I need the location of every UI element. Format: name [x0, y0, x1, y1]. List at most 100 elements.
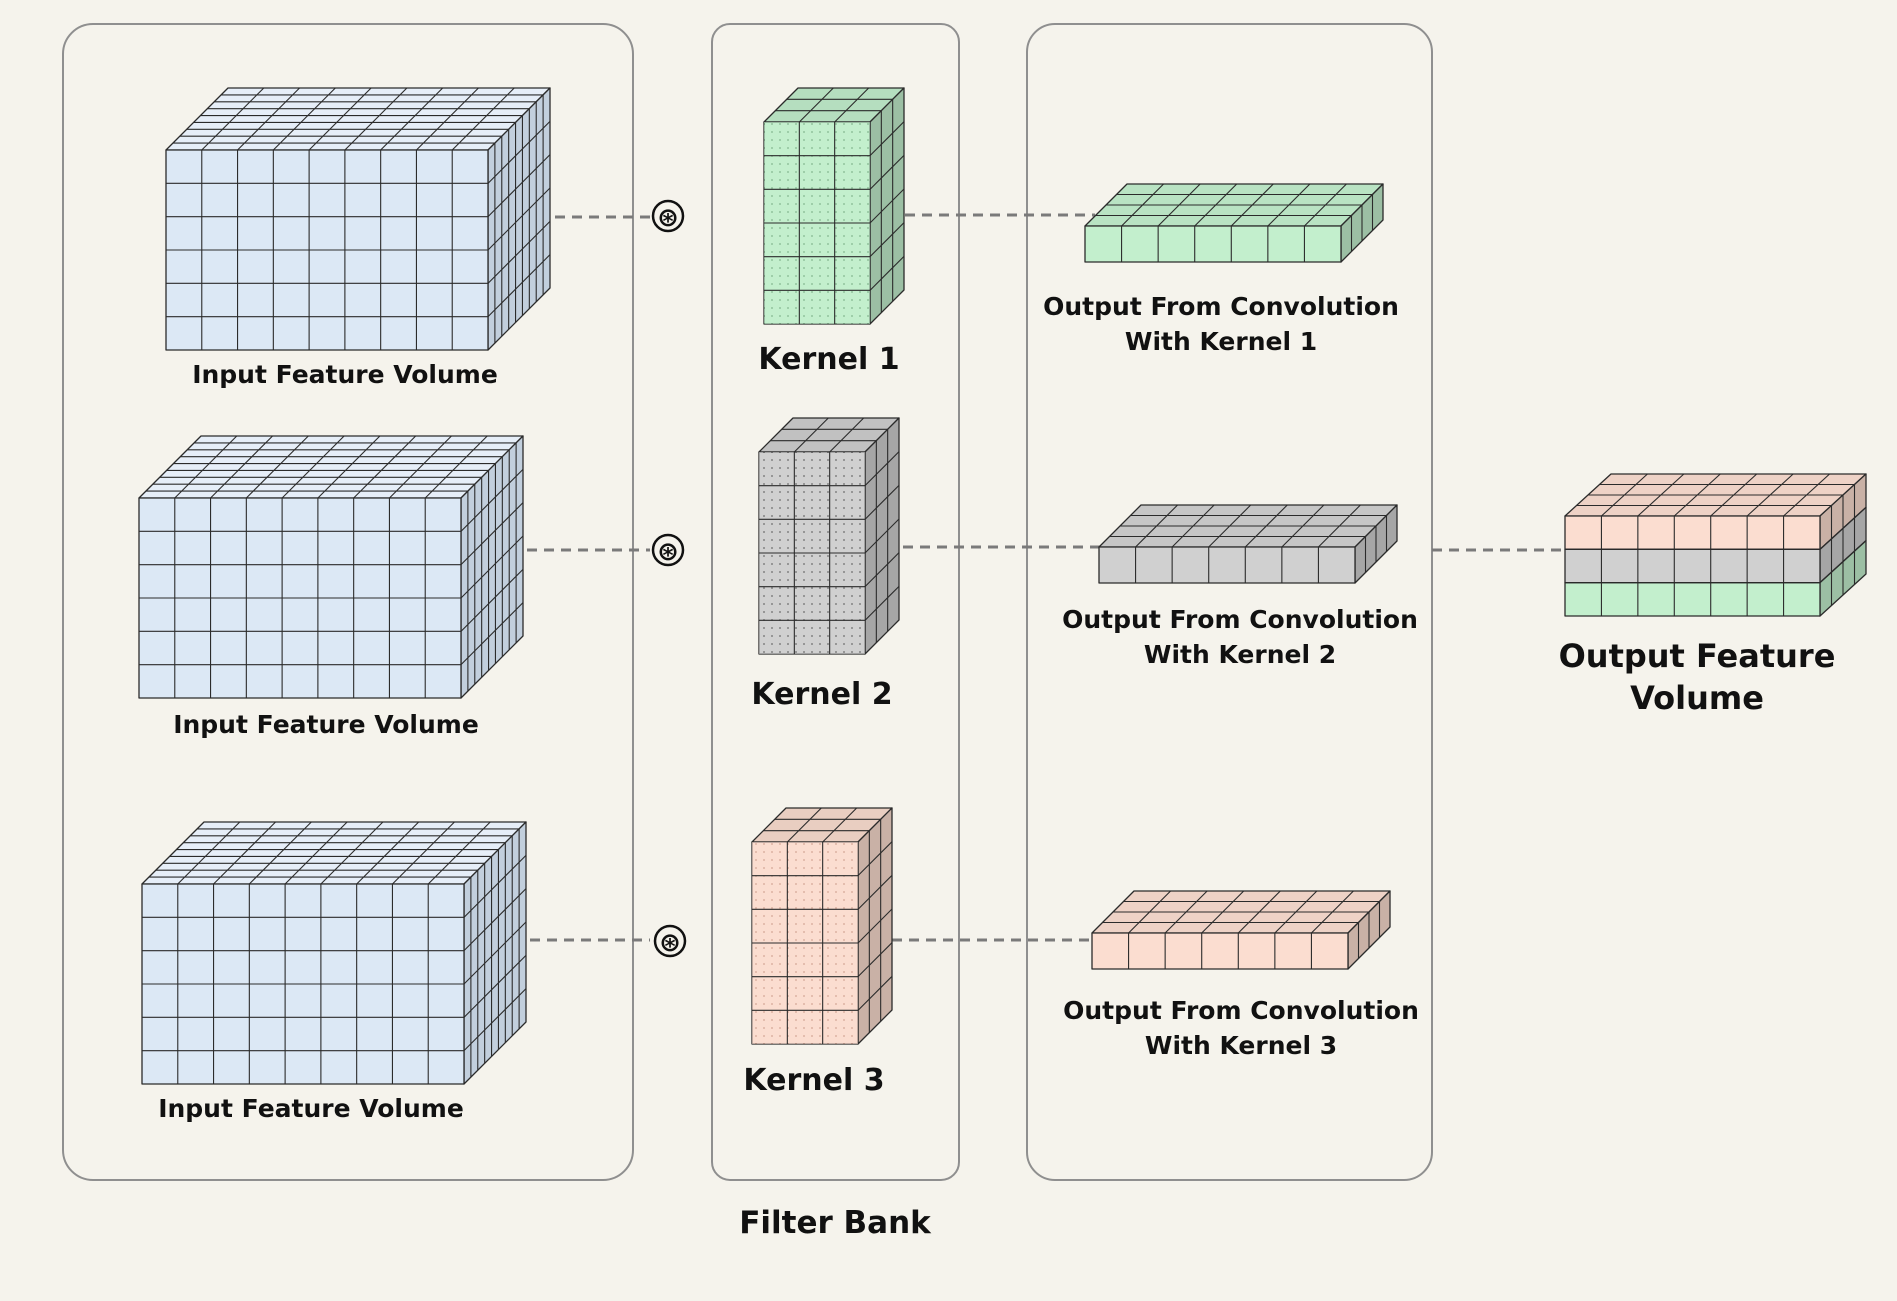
output-slab-1	[1084, 183, 1384, 263]
grid-line	[237, 87, 300, 151]
grid-line	[869, 222, 905, 258]
kernel-2-volume	[758, 417, 900, 655]
kernel-label-1: Kernel 1	[758, 342, 899, 377]
grid-line	[281, 435, 345, 499]
grid-line	[460, 602, 524, 666]
grid-line	[487, 187, 551, 251]
grid-line	[798, 87, 834, 123]
kernel-3-volume	[751, 807, 893, 1045]
final-output-label-line1: Output Feature	[1559, 637, 1836, 675]
input-panel	[62, 23, 634, 1181]
convolution-operator-ring	[651, 533, 685, 567]
grid-line	[834, 87, 870, 123]
grid-line	[356, 821, 420, 885]
grid-line	[487, 254, 551, 318]
output-feature-volume	[1564, 473, 1867, 617]
grid-line	[344, 87, 408, 151]
grid-line	[320, 821, 384, 885]
grid-line	[1819, 506, 1867, 550]
input-label-row2: Input Feature Volume	[173, 710, 479, 739]
grid-line	[201, 87, 265, 151]
cube-front-face	[1564, 548, 1821, 584]
input-volume-row1	[165, 87, 551, 351]
grid-line	[864, 518, 900, 554]
output-label-1-line1: Output From Convolution	[1043, 292, 1399, 321]
input-volume-row3	[141, 821, 527, 1085]
input-volume-row2	[138, 435, 524, 699]
grid-line	[380, 87, 444, 151]
grid-line	[822, 807, 858, 843]
cube-front-face	[1564, 515, 1821, 550]
connectors	[527, 213, 1563, 942]
filter-bank-label: Filter Bank	[739, 1205, 932, 1241]
grid-line	[869, 154, 905, 190]
grid-line	[245, 435, 309, 499]
grid-line	[829, 417, 865, 453]
output-label-2-line2: With Kernel 2	[1144, 640, 1336, 669]
operator-row3: ⊛	[653, 924, 687, 958]
grid-line	[869, 121, 905, 157]
grid-line	[174, 435, 238, 499]
grid-line	[864, 552, 900, 588]
output-label-3-line2: With Kernel 3	[1145, 1031, 1337, 1060]
grid-line	[317, 435, 381, 499]
grid-line	[460, 568, 524, 632]
grid-line	[487, 220, 551, 284]
grid-line	[793, 417, 829, 453]
grid-line	[463, 854, 527, 918]
grid-line	[857, 874, 893, 910]
grid-line	[424, 435, 488, 499]
convolution-operator-ring	[651, 199, 685, 233]
grid-line	[864, 585, 900, 621]
grid-line	[177, 821, 241, 885]
grid-line	[308, 87, 372, 151]
convolution-operator-ring	[653, 924, 687, 958]
cube-front-face	[1098, 546, 1356, 584]
operator-row1: ⊛	[651, 199, 685, 233]
grid-line	[416, 87, 479, 151]
cube-front-face	[1091, 932, 1349, 970]
grid-line	[248, 821, 312, 885]
grid-line	[389, 435, 452, 499]
grid-line	[1819, 540, 1867, 584]
kernel-label-3: Kernel 3	[743, 1063, 884, 1098]
grid-line	[427, 821, 491, 885]
convolution-operator-icon: ⊛	[657, 203, 679, 233]
grid-line	[857, 908, 893, 944]
grid-line	[210, 435, 273, 499]
grid-line	[869, 255, 905, 291]
kernel-1-volume	[763, 87, 905, 325]
operator-row2: ⊛	[651, 533, 685, 567]
grid-line	[463, 921, 527, 985]
grid-line	[460, 535, 524, 599]
grid-line	[353, 435, 417, 499]
grid-line	[857, 942, 893, 978]
cube-layer	[138, 87, 1867, 1085]
cube-top-face	[165, 87, 551, 151]
grid-line	[460, 468, 524, 532]
grid-line	[857, 841, 893, 877]
output-slab-2	[1098, 504, 1398, 584]
grid-line	[463, 988, 527, 1052]
grid-line	[869, 188, 905, 224]
grid-line	[392, 821, 455, 885]
kernel-label-2: Kernel 2	[751, 677, 892, 712]
convolution-operator-icon: ⊛	[657, 537, 679, 567]
final-output-label-line2: Volume	[1630, 679, 1764, 717]
output-label-2-line1: Output From Convolution	[1062, 605, 1418, 634]
grid-line	[487, 120, 551, 184]
input-label-row1: Input Feature Volume	[192, 360, 498, 389]
cube-front-face	[1564, 582, 1821, 617]
output-label-3-line1: Output From Convolution	[1063, 996, 1419, 1025]
grid-line	[451, 87, 515, 151]
grid-line	[857, 975, 893, 1011]
input-label-row3: Input Feature Volume	[158, 1094, 464, 1123]
grid-line	[272, 87, 336, 151]
grid-line	[284, 821, 348, 885]
filter-bank-panel	[711, 23, 960, 1181]
grid-line	[786, 807, 822, 843]
output-label-1-line2: With Kernel 1	[1125, 327, 1317, 356]
grid-line	[487, 154, 551, 218]
grid-line	[463, 954, 527, 1018]
